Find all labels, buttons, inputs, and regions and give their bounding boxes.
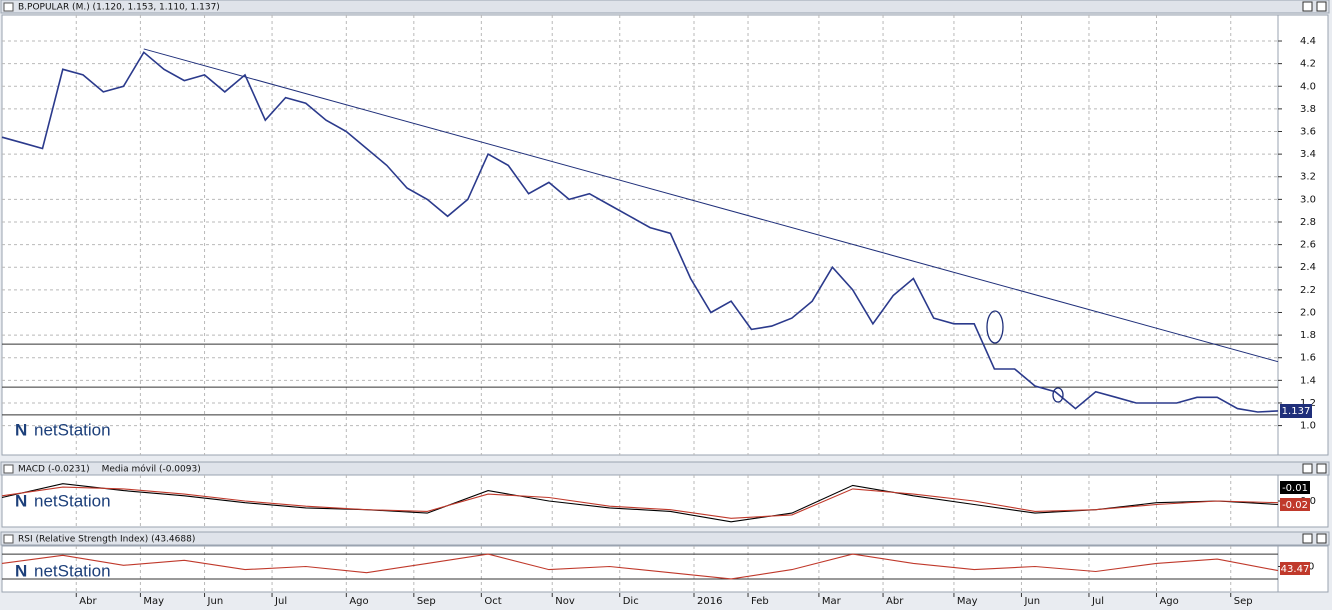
x-tick-label: Oct	[484, 596, 501, 607]
last-value-box	[1280, 404, 1312, 418]
legend-label: RSI (Relative Strength Index) (43.4688)	[18, 535, 195, 545]
last-value-label: 1.137	[1282, 406, 1311, 417]
plot-area	[1, 545, 1279, 593]
x-tick-label: Mar	[822, 596, 842, 607]
plot-area	[1, 474, 1279, 528]
x-tick-label: Feb	[751, 596, 769, 607]
x-tick-label: May	[143, 596, 164, 607]
panel-icon	[3, 534, 14, 544]
brand-watermark: netStation	[34, 491, 111, 510]
brand-watermark: netStation	[34, 420, 111, 439]
x-tick-label: Sep	[417, 596, 436, 607]
price-line	[1, 51, 1279, 413]
y-tick-label: 4.0	[1300, 81, 1316, 92]
brand-logo: N	[15, 561, 27, 580]
price-line	[1, 553, 1279, 580]
window-button	[1302, 1, 1313, 12]
window-button	[1316, 1, 1327, 12]
window-button	[1316, 533, 1327, 544]
x-tick-label: May	[957, 596, 978, 607]
panel-header	[0, 531, 1330, 546]
y-tick-label: 2.8	[1300, 217, 1316, 228]
panel-icon	[3, 2, 14, 12]
window-button	[1316, 463, 1327, 474]
y-tick-label: 3.0	[1300, 194, 1316, 205]
y-tick-label: 2.0	[1300, 307, 1316, 318]
x-tick-label: Sep	[1234, 596, 1253, 607]
window-button	[1302, 463, 1313, 474]
x-tick-label: Abr	[886, 596, 904, 607]
price-line	[1, 483, 1279, 523]
y-tick-label: 1.6	[1300, 353, 1316, 364]
y-tick-label: 2.4	[1300, 262, 1316, 273]
legend-label: MACD (-0.0231)	[18, 465, 90, 475]
y-tick-label: 3.4	[1300, 149, 1316, 160]
highlight-ellipse	[986, 310, 1004, 344]
y-tick-label: 1.8	[1300, 330, 1316, 341]
x-tick-label: Abr	[79, 596, 97, 607]
y-tick-label: 2.2	[1300, 285, 1316, 296]
x-tick-label: Jun	[207, 596, 224, 607]
chart-title: B.POPULAR (M.) (1.120, 1.153, 1.110, 1.1…	[18, 3, 220, 13]
y-tick-label: 3.2	[1300, 172, 1316, 183]
value-box-label: -0.02	[1282, 500, 1308, 511]
y-tick-label: 1.4	[1300, 375, 1316, 386]
highlight-ellipse	[1052, 387, 1064, 403]
y-tick-label: 4.2	[1300, 59, 1316, 70]
x-tick-label: Jul	[1091, 596, 1104, 607]
x-tick-label: Dic	[623, 596, 639, 607]
x-tick-label: 2016	[697, 596, 722, 607]
y-tick-label: 3.6	[1300, 127, 1316, 138]
value-box-label: 43.47	[1281, 564, 1310, 575]
x-tick-label: Ago	[1159, 596, 1178, 607]
x-tick-label: Jul	[274, 596, 287, 607]
price-line	[1, 486, 1279, 519]
y-tick-label: 4.4	[1300, 36, 1316, 47]
axis-area	[1277, 14, 1329, 456]
y-tick-label: 2.6	[1300, 240, 1316, 251]
trend-line	[143, 48, 1279, 363]
x-tick-label: Nov	[555, 596, 575, 607]
y-tick-label: 1.0	[1300, 421, 1316, 432]
legend-label: Media móvil (-0.0093)	[102, 464, 201, 475]
value-box-label: -0.01	[1282, 483, 1308, 494]
value-box	[1280, 498, 1310, 511]
x-tick-label: Ago	[349, 596, 368, 607]
plot-area	[1, 14, 1279, 456]
value-box	[1280, 562, 1310, 575]
value-box	[1280, 481, 1310, 494]
brand-logo: N	[15, 491, 27, 510]
y-tick-label: 3.8	[1300, 104, 1316, 115]
brand-logo: N	[15, 420, 27, 439]
window-button	[1302, 533, 1313, 544]
x-tick-label: Jun	[1023, 596, 1040, 607]
panel-header	[0, 0, 1330, 14]
brand-watermark: netStation	[34, 561, 111, 580]
panel-icon	[3, 464, 14, 474]
y-tick-label: 1.2	[1300, 398, 1316, 409]
